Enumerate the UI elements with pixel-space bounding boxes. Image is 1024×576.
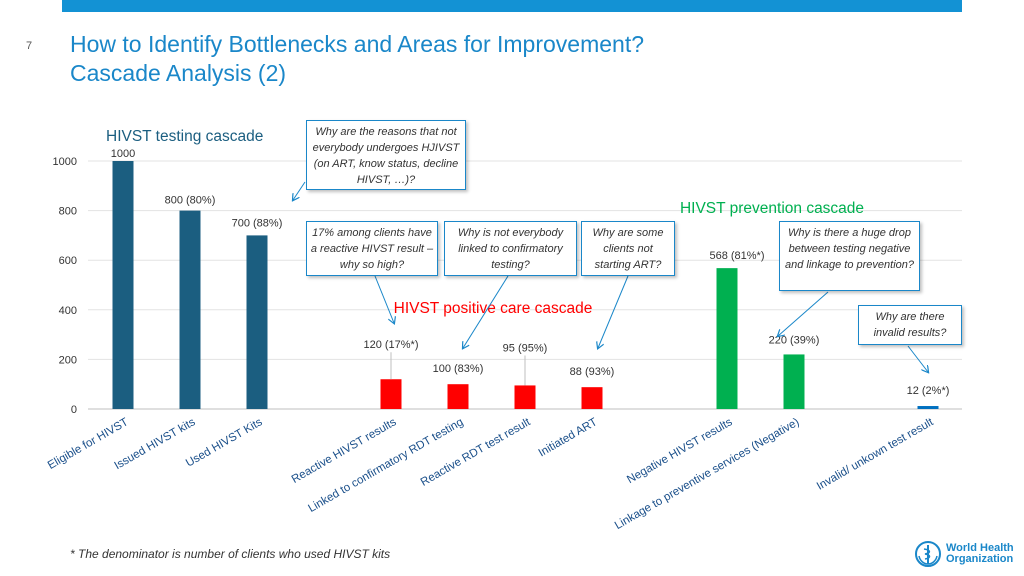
x-tick-label: Negative HIVST results <box>625 416 735 486</box>
x-tick-label: Initiated ART <box>537 416 600 459</box>
group-label: HIVST positive care cascade <box>394 300 593 317</box>
data-label: 95 (95%) <box>503 342 548 354</box>
x-tick-label: Reactive HIVST results <box>290 416 399 486</box>
callout-not-starting-art: Why are some clients not starting ART? <box>581 221 675 276</box>
data-label: 12 (2%*) <box>907 385 950 397</box>
y-tick-label: 800 <box>59 206 77 218</box>
y-tick-label: 1000 <box>53 156 77 168</box>
callout-reactive-high: 17% among clients have a reactive HIVST … <box>306 221 438 276</box>
bar <box>380 379 402 409</box>
x-tick-label: Invalid/ unkown test result <box>815 416 936 493</box>
x-tick-label: Reactive RDT test result <box>419 416 533 489</box>
y-tick-label: 600 <box>59 255 77 267</box>
top-accent-bar <box>62 0 962 12</box>
title-line-2: Cascade Analysis (2) <box>70 60 287 86</box>
bar <box>246 235 268 409</box>
data-label: 120 (17%*) <box>363 339 418 351</box>
title-line-1: How to Identify Bottlenecks and Areas fo… <box>70 31 645 57</box>
callout-prevention-drop: Why is there a huge drop between testing… <box>779 221 920 291</box>
data-label: 100 (83%) <box>433 363 484 375</box>
data-label: 700 (88%) <box>232 217 283 229</box>
group-label: HIVST prevention cascade <box>680 200 864 217</box>
footnote: * The denominator is number of clients w… <box>70 547 391 561</box>
data-label: 568 (81%*) <box>709 250 764 262</box>
bar <box>917 406 939 409</box>
bar <box>783 354 805 409</box>
y-tick-label: 400 <box>59 305 77 317</box>
callout-testing-reasons: Why are the reasons that not everybody u… <box>306 120 466 190</box>
slide-title: How to Identify Bottlenecks and Areas fo… <box>70 30 644 88</box>
data-label: 1000 <box>111 148 135 160</box>
data-label: 88 (93%) <box>570 366 615 378</box>
y-tick-label: 200 <box>59 354 77 366</box>
bar <box>447 384 469 409</box>
bar <box>112 161 134 409</box>
bar <box>179 210 201 409</box>
bar <box>581 387 603 409</box>
who-emblem-icon <box>915 541 941 567</box>
data-label: 800 (80%) <box>165 195 216 207</box>
callout-not-linked: Why is not everybody linked to confirmat… <box>444 221 577 276</box>
slide-number: 7 <box>26 40 33 52</box>
who-logo-text: World Health Organization <box>946 542 1014 565</box>
who-logo: World Health Organization <box>914 540 1014 568</box>
group-label: HIVST testing cascade <box>106 128 263 145</box>
bar <box>514 385 536 409</box>
y-tick-label: 0 <box>71 404 77 416</box>
data-label: 220 (39%) <box>769 334 820 346</box>
callout-invalid-results: Why are there invalid results? <box>858 305 962 345</box>
bar <box>716 268 738 409</box>
